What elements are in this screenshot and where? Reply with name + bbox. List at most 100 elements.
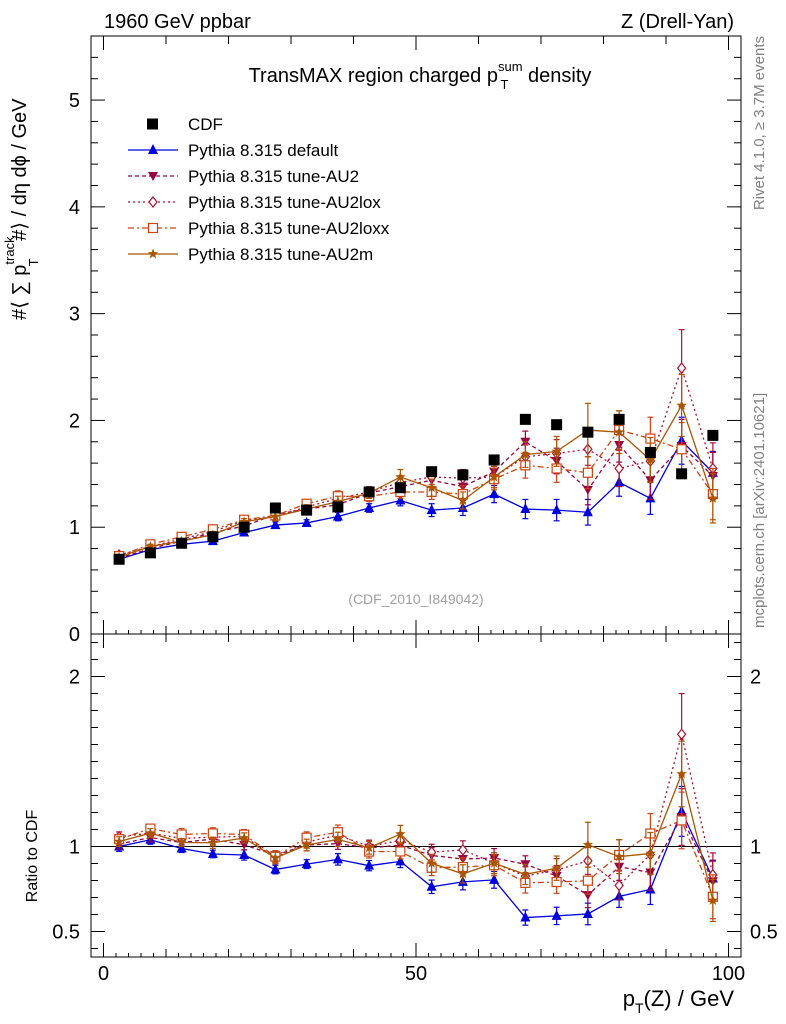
upper-y-axis-label: #⟨ ∑ ptrack T #⟩ / dη dϕ / GeV	[2, 98, 41, 320]
marker-star	[270, 511, 281, 521]
marker-star	[363, 842, 375, 853]
marker-triangle	[395, 494, 406, 505]
marker-star	[238, 516, 250, 527]
data-point	[426, 466, 438, 478]
x-axis-label: pT(Z) / GeV	[623, 986, 735, 1016]
marker-star	[582, 839, 594, 850]
marker-triangle	[551, 504, 562, 515]
marker-triangle	[520, 911, 531, 922]
ratio-line	[118, 819, 714, 898]
ratio-tick-label: 2	[69, 667, 80, 689]
marker-star	[707, 492, 719, 503]
data-point	[707, 429, 719, 441]
series-line	[118, 429, 714, 557]
marker-star	[551, 862, 562, 873]
marker-diamond	[676, 362, 687, 375]
series-line	[118, 365, 714, 556]
marker-triangle	[364, 859, 375, 870]
series-au2lox	[114, 329, 718, 561]
marker-triangle	[301, 516, 312, 527]
marker-star	[176, 837, 187, 847]
legend-label: Pythia 8.315 tune-AU2	[188, 167, 359, 186]
marker-star	[613, 426, 625, 437]
legend: CDF Pythia 8.315 default Pythia 8.315 tune…	[128, 115, 390, 264]
ratio-tick-label: 1	[69, 837, 80, 859]
marker-square-open	[147, 222, 159, 234]
marker-star	[676, 768, 687, 779]
marker-star	[551, 445, 562, 456]
data-point	[519, 413, 531, 425]
data-point	[644, 446, 656, 458]
marker-triangle	[489, 873, 500, 884]
marker-star	[145, 827, 156, 838]
legend-label: Pythia 8.315 tune-AU2loxx	[188, 219, 390, 238]
marker-triangle-down	[148, 172, 158, 181]
ratio-line	[118, 809, 714, 919]
marker-triangle	[520, 503, 531, 514]
marker-star	[426, 857, 437, 868]
marker-diamond	[676, 728, 687, 741]
ratio-line	[118, 815, 714, 896]
data-point	[613, 413, 625, 425]
upper-series-group	[113, 329, 719, 565]
data-point	[551, 419, 563, 431]
data-point	[582, 426, 594, 438]
marker-star	[676, 399, 687, 410]
marker-star	[707, 894, 719, 905]
marker-square-open	[582, 875, 593, 886]
plot-title: TransMAX region charged psum T density	[249, 59, 592, 92]
data-point	[676, 468, 688, 480]
y-tick-label: 2	[69, 410, 80, 432]
marker-diamond	[458, 843, 468, 856]
y-tick-label: 5	[69, 90, 80, 112]
rivet-label: Rivet 4.1.0, ≥ 3.7M events	[751, 36, 768, 210]
marker-diamond	[148, 196, 158, 208]
ratio-line	[118, 771, 714, 901]
ratio-tick-label-right: 1	[750, 837, 761, 859]
header-right: Z (Drell-Yan)	[621, 11, 734, 33]
data-point	[363, 486, 375, 498]
marker-triangle	[426, 880, 437, 891]
ratio-tick-label-right: 2	[750, 667, 761, 689]
marker-triangle	[582, 506, 593, 517]
header-left: 1960 GeV ppbar	[104, 11, 251, 33]
y-tick-label: 4	[69, 197, 80, 219]
data-point	[269, 502, 281, 514]
data-point	[394, 482, 406, 494]
series-cdf	[113, 413, 719, 565]
x-tick-label: 0	[98, 963, 109, 985]
x-tick-label: 100	[712, 963, 745, 985]
marker-triangle-down	[582, 891, 593, 901]
marker-triangle	[395, 855, 406, 866]
ratio-tick-label-right: 0.5	[750, 922, 778, 944]
marker-star	[207, 837, 219, 848]
marker-star	[613, 851, 625, 862]
marker-triangle	[270, 863, 281, 874]
data-point	[207, 531, 219, 543]
axes-group: 0 50 100 0 1 2 3 4 5 0.5 0.5 1 1 2 2	[52, 35, 778, 985]
marker-star	[395, 828, 406, 839]
marker-triangle	[426, 504, 437, 515]
marker-triangle-down	[582, 485, 593, 495]
mcplots-label: mcplots.cern.ch [arXiv:2401.10621]	[751, 393, 768, 628]
ratio-y-axis-label: Ratio to CDF	[24, 810, 41, 903]
marker-star	[332, 496, 344, 507]
marker-triangle	[239, 849, 250, 859]
data-point	[176, 537, 188, 549]
marker-star	[238, 832, 250, 843]
marker-star	[332, 833, 344, 844]
marker-star	[520, 868, 531, 879]
marker-triangle	[301, 858, 312, 869]
marker-triangle	[582, 907, 593, 918]
data-point	[301, 504, 313, 516]
marker-star	[457, 868, 469, 879]
y-tick-label: 3	[69, 304, 80, 326]
y-tick-label: 1	[69, 517, 80, 539]
ratio-line	[119, 734, 714, 887]
data-point	[332, 501, 344, 513]
marker-triangle	[551, 909, 562, 920]
marker-triangle	[489, 488, 500, 499]
analysis-id: (CDF_2010_I849042)	[348, 591, 483, 607]
marker-star	[395, 471, 406, 482]
